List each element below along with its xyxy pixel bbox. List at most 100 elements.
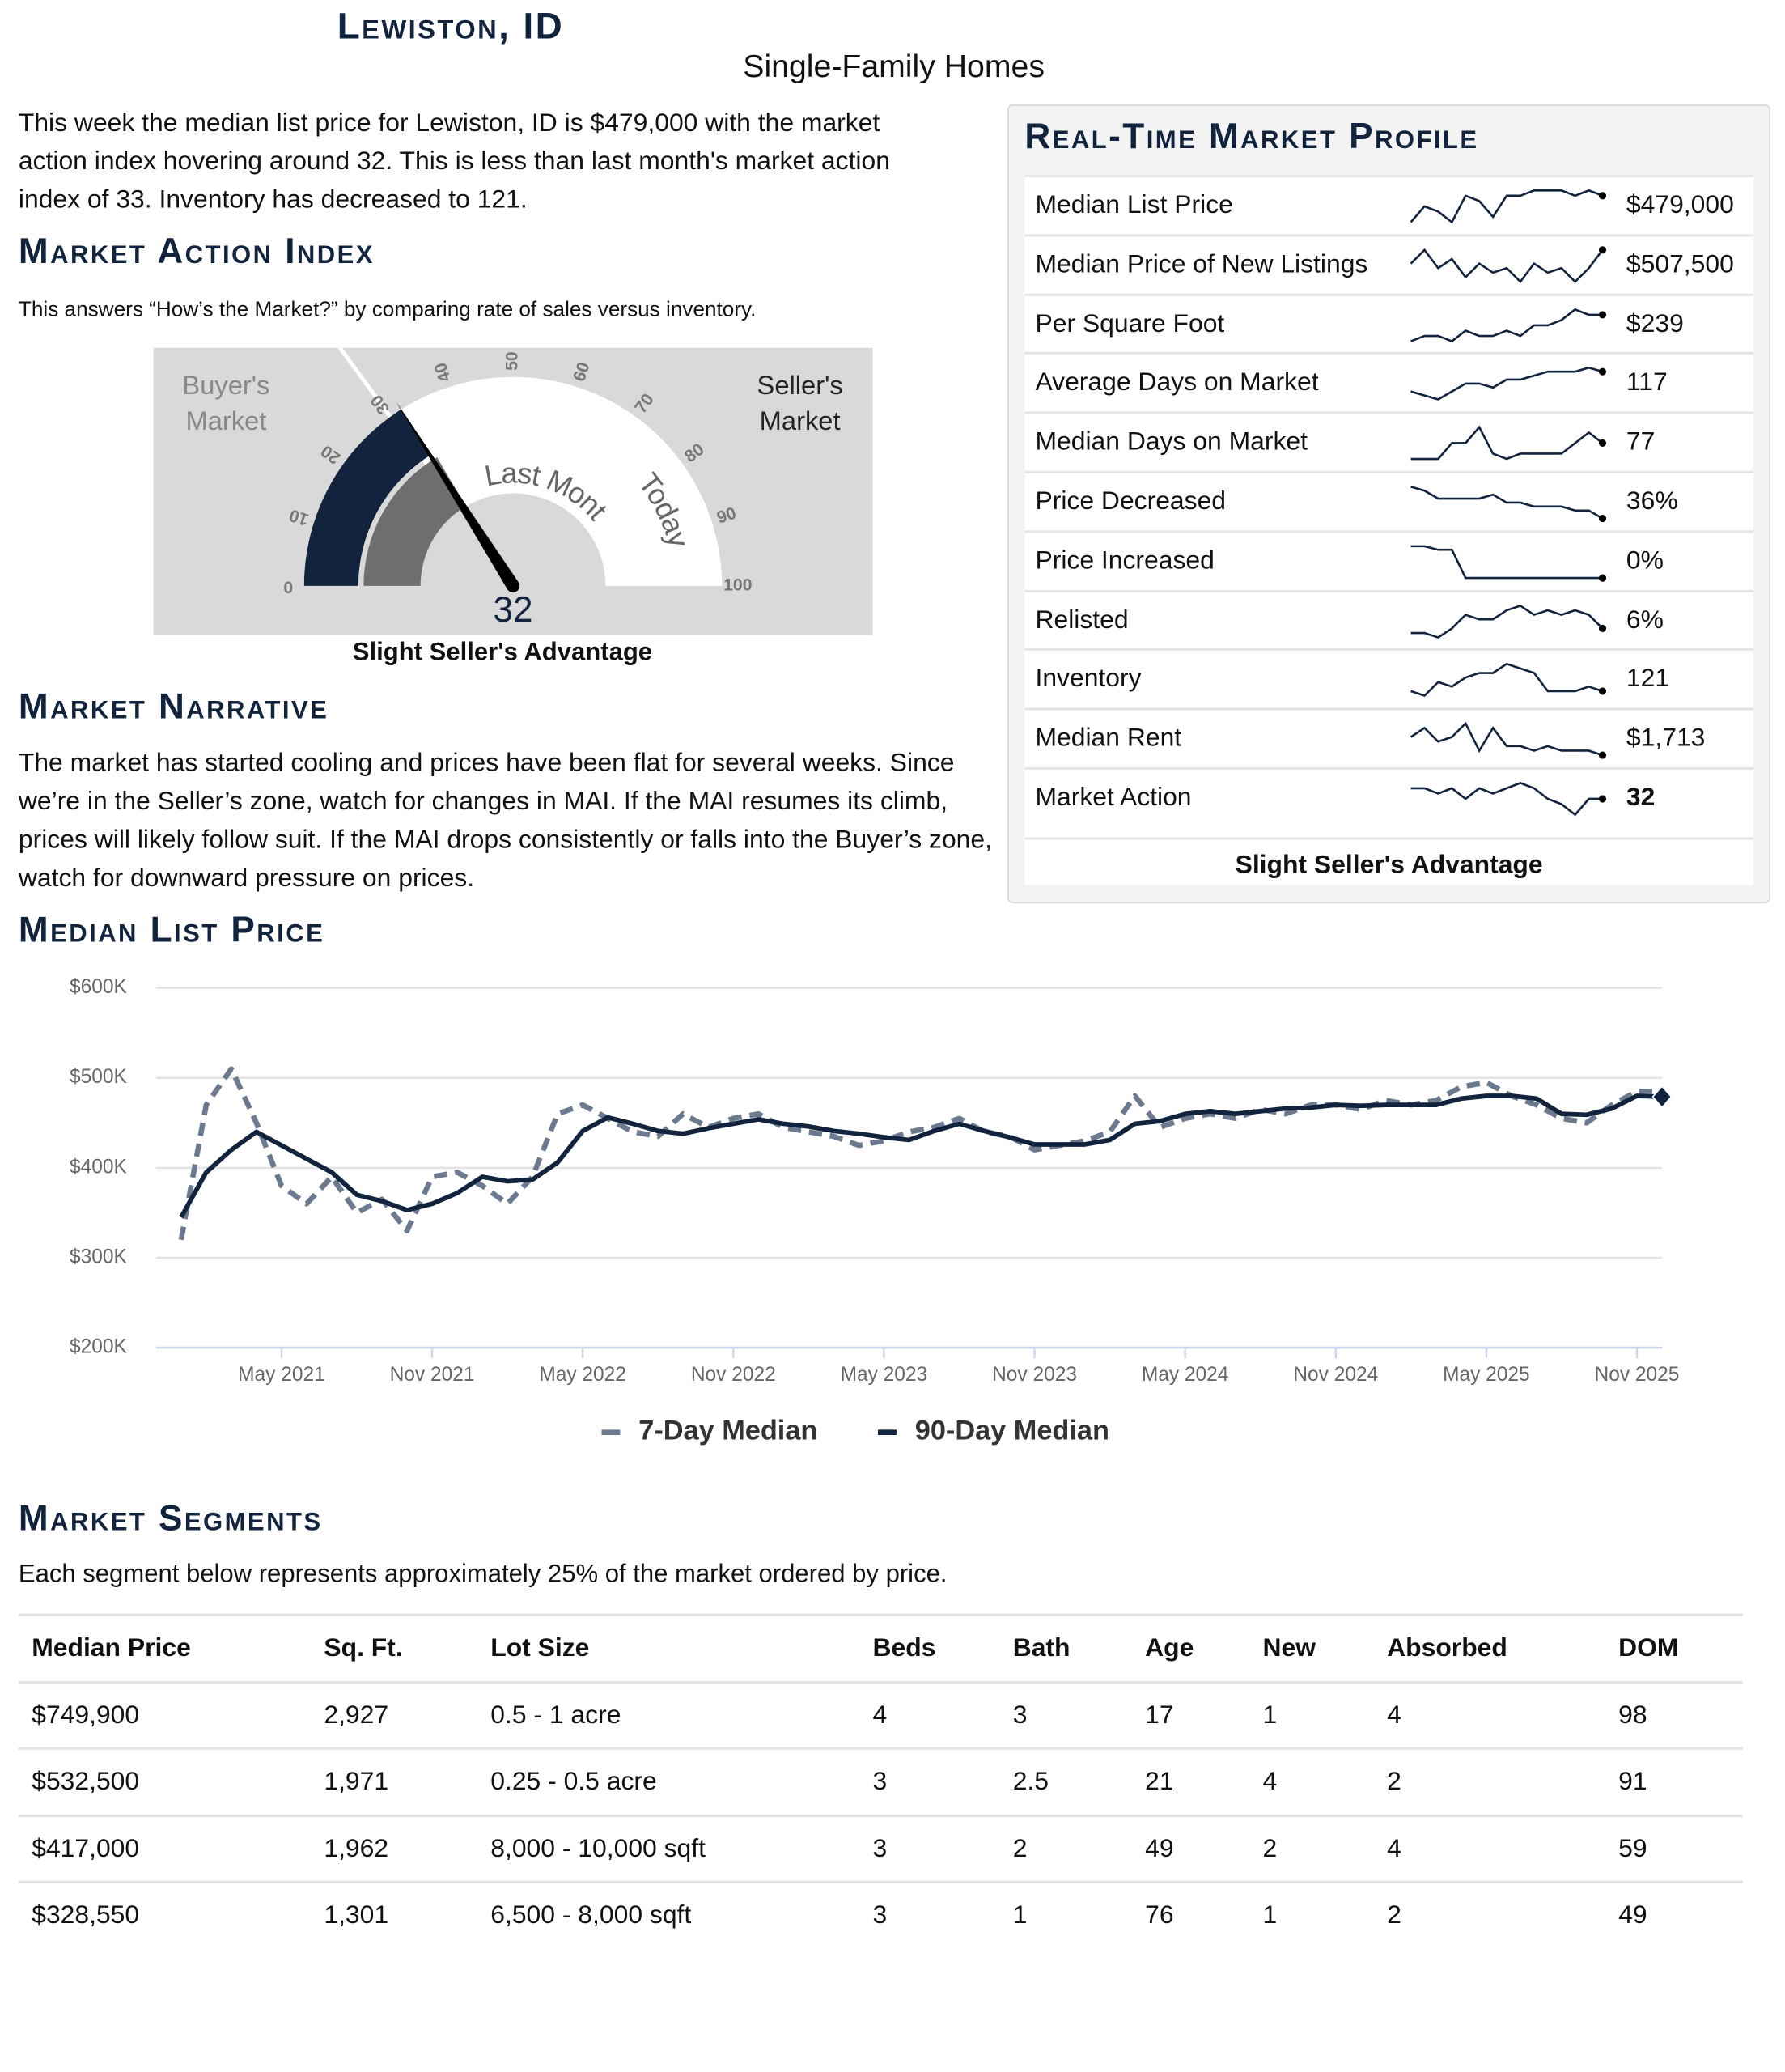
row-separator: [18, 1680, 1743, 1684]
x-tick-label: Nov 2021: [390, 1364, 475, 1386]
table-cell: 2: [1012, 1834, 1028, 1864]
profile-value: 32: [1626, 783, 1656, 813]
sparkline: [1410, 367, 1607, 401]
gauge-tick-label: 50: [502, 351, 522, 371]
table-cell: 3: [1012, 1700, 1028, 1730]
section-heading: Market Segments: [18, 1498, 323, 1539]
x-tick-label: Nov 2025: [1595, 1364, 1680, 1386]
table-cell: 2: [1387, 1767, 1401, 1797]
sparkline-end: [1598, 368, 1607, 376]
sparkline-end: [1598, 624, 1607, 632]
gauge-tick-label: 80: [681, 439, 707, 466]
seller-zone: [390, 376, 723, 586]
profile-row: Price Increased 0%: [1024, 529, 1753, 589]
table-cell: 0.25 - 0.5 acre: [490, 1767, 657, 1797]
table-cell: 3: [872, 1900, 888, 1930]
profile-label: Inventory: [1035, 664, 1142, 694]
sparkline: [1410, 486, 1607, 523]
y-tick-label: $500K: [70, 1066, 128, 1088]
sparkline-end: [1598, 245, 1607, 254]
profile-value: 77: [1626, 427, 1656, 457]
gauge-tick-label: 60: [569, 359, 593, 384]
table-cell: 49: [1618, 1900, 1647, 1930]
table-cell: $417,000: [32, 1834, 140, 1864]
profile-label: Price Decreased: [1035, 486, 1227, 516]
intro-text: This week the median list price for Lewi…: [18, 108, 890, 214]
table-cell: 76: [1145, 1900, 1174, 1930]
table-cell: 0.5 - 1 acre: [490, 1700, 621, 1730]
profile-value: $479,000: [1626, 190, 1734, 220]
profile-row: Per Square Foot $239: [1024, 293, 1753, 352]
page-subtitle: Single-Family Homes: [743, 49, 1045, 85]
table-cell: 6,500 - 8,000 sqft: [490, 1900, 692, 1930]
sparkline: [1410, 308, 1607, 342]
table-cell: 1,301: [324, 1900, 389, 1930]
profile-value: $239: [1626, 308, 1684, 338]
sparkline-end: [1598, 751, 1607, 759]
sparkline-line: [1410, 545, 1603, 580]
table-cell: $749,900: [32, 1700, 140, 1730]
table-cell: 4: [1387, 1834, 1401, 1864]
last-month-arc: [363, 456, 466, 586]
gauge-tick-label: 70: [631, 390, 658, 417]
sparkline: [1410, 189, 1607, 224]
profile-label: Median Days on Market: [1035, 427, 1308, 457]
sparkline-line: [1410, 367, 1603, 401]
gauge-tick-label: 40: [430, 360, 455, 384]
profile-value: $507,500: [1626, 249, 1734, 279]
gauge-needle: [396, 401, 519, 590]
row-separator: [18, 1880, 1743, 1884]
x-tick-label: May 2024: [1142, 1364, 1229, 1386]
page-title: Lewiston, ID: [337, 5, 565, 47]
gauge-tick-label: 0: [283, 577, 293, 597]
table-cell: $532,500: [32, 1767, 140, 1797]
x-tick-label: May 2022: [539, 1364, 626, 1386]
sparkline-line: [1410, 604, 1604, 639]
x-tick-label: Nov 2024: [1293, 1364, 1378, 1386]
gauge: Last MonthToday010203040506070809010032: [154, 347, 753, 630]
sparkline: [1410, 721, 1607, 759]
sparkline-end: [1598, 439, 1607, 448]
profile-value: $1,713: [1626, 724, 1706, 754]
series-line: [178, 1066, 1663, 1241]
table-cell: 98: [1618, 1700, 1647, 1730]
table-cell: 2: [1262, 1834, 1278, 1864]
table-cell: 2.5: [1012, 1767, 1049, 1797]
table-cell: $328,550: [32, 1900, 140, 1930]
profile-label: Market Action: [1035, 783, 1192, 813]
profile-heading: Real-Time Market Profile: [1024, 116, 1479, 156]
profile-label: Median Rent: [1035, 724, 1182, 754]
profile-row: Median Price of New Listings $507,500: [1024, 233, 1753, 293]
profile-label: Price Increased: [1035, 546, 1215, 575]
table-cell: 17: [1145, 1700, 1174, 1730]
column-header: Median Price: [32, 1633, 191, 1663]
legend-label: 7-Day Median: [638, 1416, 817, 1446]
gauge-tick-label: 90: [714, 503, 739, 528]
sparkline-end: [1598, 192, 1607, 200]
table-cell: 2,927: [324, 1700, 389, 1730]
table-cell: 49: [1145, 1834, 1174, 1864]
y-tick-label: $400K: [70, 1156, 128, 1178]
last-point-marker: [1651, 1085, 1673, 1109]
column-header: New: [1262, 1633, 1316, 1663]
sparkline-end: [1598, 310, 1607, 318]
table-cell: 1: [1012, 1900, 1028, 1930]
table-cell: 3: [872, 1767, 888, 1797]
table-cell: 4: [1262, 1767, 1278, 1797]
profile-value: 6%: [1626, 605, 1664, 635]
profile-row: Median Rent $1,713: [1024, 707, 1753, 767]
sparkline: [1410, 781, 1607, 817]
profile-row: Market Action 32: [1024, 766, 1753, 826]
profile-label: Average Days on Market: [1035, 367, 1319, 397]
sparkline: [1410, 425, 1607, 461]
needle-hub: [506, 579, 520, 593]
table-cell: 8,000 - 10,000 sqft: [490, 1834, 706, 1864]
zone-divider: [337, 347, 392, 418]
x-tick-label: Nov 2022: [691, 1364, 776, 1386]
profile-row: Average Days on Market 117: [1024, 352, 1753, 411]
gauge-tick-label: 10: [286, 505, 311, 529]
section-heading: Market Action Index: [18, 231, 375, 271]
section-heading: Market Narrative: [18, 686, 329, 727]
sparkline-end: [1598, 687, 1607, 696]
